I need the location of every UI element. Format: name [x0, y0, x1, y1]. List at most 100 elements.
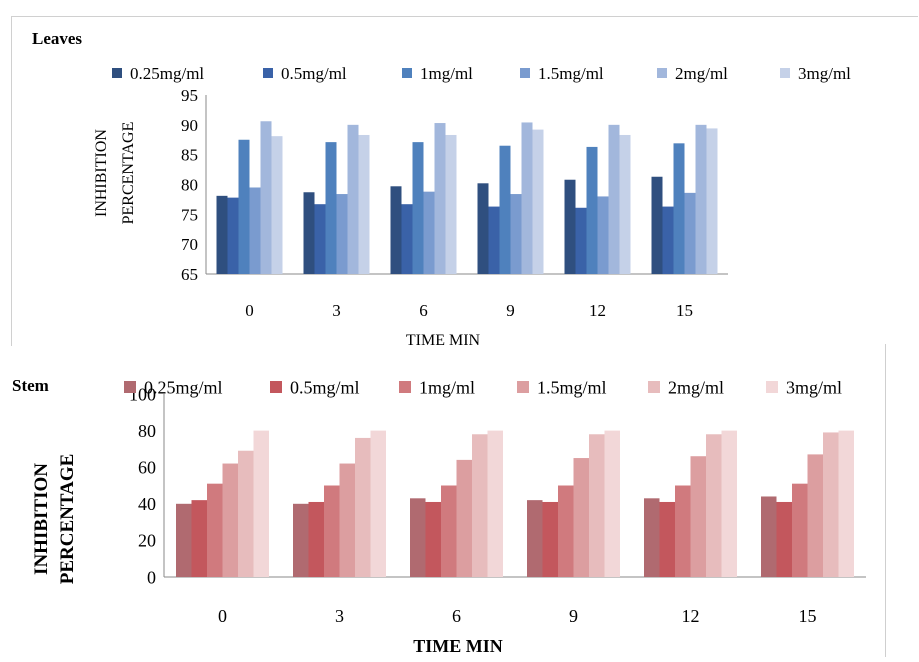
- y-tick-label: 80: [138, 421, 156, 441]
- bar: [324, 485, 340, 577]
- legend-label: 1.5mg/ml: [537, 377, 607, 397]
- y-tick-label: 90: [181, 116, 198, 135]
- bar: [227, 197, 239, 274]
- y-tick-label: 65: [181, 265, 198, 284]
- bar: [673, 143, 685, 274]
- bar: [355, 437, 371, 577]
- legend-swatch: [402, 68, 412, 78]
- legend-label: 3mg/ml: [786, 377, 842, 397]
- bar: [706, 434, 722, 577]
- bar: [176, 503, 192, 577]
- bar: [488, 206, 500, 274]
- x-tick-label: 6: [452, 606, 461, 626]
- bar: [659, 501, 675, 577]
- bar: [792, 483, 808, 577]
- legend-label: 1mg/ml: [419, 377, 475, 397]
- y-tick-label: 60: [138, 458, 156, 478]
- bar: [564, 179, 576, 274]
- bar: [499, 145, 511, 274]
- bar: [573, 458, 589, 577]
- legend-swatch: [780, 68, 790, 78]
- y-tick-label: 80: [181, 175, 198, 194]
- bar: [823, 432, 839, 577]
- bar: [434, 123, 446, 274]
- bar: [721, 430, 737, 577]
- bar: [684, 192, 696, 274]
- legend-label: 2mg/ml: [675, 64, 728, 83]
- y-axis-title: PERCENTAGE: [57, 454, 78, 585]
- leaves-chart-svg: 65 70 75 80 85 90 95 0 3 6 9 12 15 0.25mg/ml 0.5mg/ml 1…: [93, 64, 851, 349]
- y-axis-title: INHIBITION: [31, 463, 52, 575]
- bar: [477, 183, 489, 274]
- legend-swatch: [657, 68, 667, 78]
- x-tick-label: 6: [419, 301, 428, 320]
- bar: [370, 430, 386, 577]
- legend-swatch: [124, 381, 136, 393]
- x-tick-label: 3: [332, 301, 341, 320]
- bar: [441, 485, 457, 577]
- bar: [575, 207, 587, 274]
- bar: [619, 134, 631, 274]
- legend-label: 3mg/ml: [798, 64, 851, 83]
- bar: [238, 450, 254, 577]
- bar: [472, 434, 488, 577]
- bar: [527, 500, 543, 577]
- bar: [423, 191, 435, 274]
- legend-swatch: [263, 68, 273, 78]
- legend-swatch: [766, 381, 778, 393]
- bar: [807, 454, 823, 577]
- bar: [662, 206, 674, 274]
- x-tick-label: 15: [676, 301, 693, 320]
- bar: [358, 134, 370, 274]
- bar: [347, 124, 359, 274]
- bar: [207, 483, 223, 577]
- x-tick-label: 0: [218, 606, 227, 626]
- bar: [314, 204, 326, 274]
- legend-swatch: [112, 68, 122, 78]
- bar: [695, 124, 707, 274]
- bar: [690, 456, 706, 577]
- bar: [532, 129, 544, 274]
- y-tick-label: 85: [181, 146, 198, 165]
- x-axis-title: TIME MIN: [406, 332, 481, 346]
- legend-swatch: [648, 381, 660, 393]
- leaves-chart-panel: Leaves 65 70 75 80 85 90 95 0 3 6 9 12 15 0.25mg/ml 0.…: [11, 16, 918, 349]
- bar: [761, 496, 777, 577]
- y-axis-title: PERCENTAGE: [120, 122, 137, 225]
- bar: [521, 122, 533, 275]
- bar: [510, 194, 522, 274]
- bar: [336, 194, 348, 274]
- bar: [325, 142, 337, 274]
- bar: [644, 498, 660, 577]
- legend-label: 1mg/ml: [420, 64, 473, 83]
- y-tick-label: 70: [181, 235, 198, 254]
- bar: [456, 459, 472, 577]
- bar: [412, 142, 424, 274]
- bar: [445, 134, 457, 274]
- y-tick-label: 75: [181, 205, 198, 224]
- stem-panel-title: Stem: [12, 376, 49, 395]
- bar: [542, 501, 558, 577]
- legend-swatch: [399, 381, 411, 393]
- leaves-panel-title: Leaves: [32, 29, 83, 48]
- legend-label: 0.25mg/ml: [144, 377, 223, 397]
- bar: [238, 139, 250, 274]
- bar: [401, 204, 413, 274]
- x-tick-label: 3: [335, 606, 344, 626]
- legend-swatch: [270, 381, 282, 393]
- bar: [410, 498, 426, 577]
- x-axis-title: TIME MIN: [413, 636, 503, 656]
- y-axis-title: INHIBITION: [93, 129, 110, 217]
- bar: [390, 186, 402, 274]
- bar: [222, 463, 238, 577]
- bar: [191, 500, 207, 577]
- bar: [249, 187, 261, 274]
- x-tick-label: 9: [569, 606, 578, 626]
- legend-label: 0.5mg/ml: [290, 377, 360, 397]
- x-tick-label: 15: [799, 606, 817, 626]
- y-tick-label: 40: [138, 494, 156, 514]
- legend-swatch: [517, 381, 529, 393]
- bar: [776, 501, 792, 577]
- bar: [303, 192, 315, 274]
- bar: [838, 430, 854, 577]
